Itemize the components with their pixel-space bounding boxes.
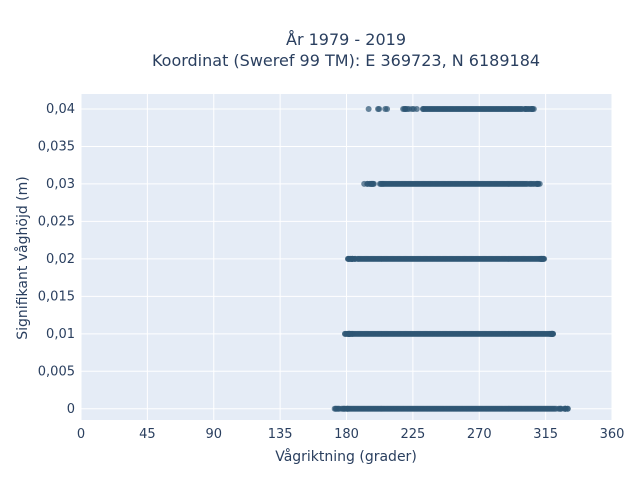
data-point [346, 330, 353, 337]
data-point [376, 105, 383, 112]
x-tick-label: 90 [205, 427, 222, 442]
x-tick-label: 270 [467, 427, 492, 442]
series-row-0 [365, 105, 537, 112]
y-tick-label: 0,04 [46, 102, 75, 117]
data-point [524, 105, 531, 112]
data-point [342, 330, 349, 337]
x-axis-title: Vågriktning (grader) [275, 448, 417, 465]
data-point [556, 405, 563, 412]
x-tick-label: 360 [600, 427, 625, 442]
y-tick-label: 0,035 [38, 139, 75, 154]
y-tick-label: 0,03 [46, 177, 75, 192]
y-tick-label: 0,01 [46, 327, 75, 342]
chart-title-line-1: År 1979 - 2019 [286, 30, 406, 49]
x-tick-label: 0 [77, 427, 85, 442]
data-point [370, 180, 377, 187]
data-point [564, 405, 571, 412]
data-point [344, 405, 351, 412]
data-point [530, 105, 537, 112]
data-point [354, 255, 361, 262]
data-point [419, 105, 426, 112]
series-row-3 [342, 330, 556, 337]
x-tick-label: 45 [139, 427, 156, 442]
data-point [344, 255, 351, 262]
data-point [408, 105, 415, 112]
x-tick-label: 135 [268, 427, 293, 442]
data-point [526, 180, 533, 187]
data-point [536, 180, 543, 187]
x-tick-label: 315 [533, 427, 558, 442]
y-axis-ticks: 0 0,005 0,01 0,015 0,02 0,025 0,03 0,035 0,04 [38, 102, 75, 417]
y-tick-label: 0 [67, 402, 75, 417]
data-point [384, 105, 391, 112]
x-tick-label: 180 [334, 427, 359, 442]
chart-title-line-2: Koordinat (Sweref 99 TM): E 369723, N 61… [152, 51, 540, 70]
data-point [336, 405, 343, 412]
data-point [550, 330, 556, 337]
y-axis-title: Signifikant våghöjd (m) [14, 176, 31, 339]
series-row-4 [331, 405, 571, 412]
data-point [379, 180, 386, 187]
x-tick-label: 225 [400, 427, 425, 442]
series-row-1 [361, 180, 543, 187]
data-point [331, 405, 338, 412]
data-point [541, 255, 548, 262]
series-row-2 [344, 255, 548, 262]
y-tick-label: 0,015 [38, 289, 75, 304]
data-point [365, 105, 372, 112]
y-tick-label: 0,005 [38, 364, 75, 379]
x-axis-ticks: 0 45 90 135 180 225 270 315 360 [77, 427, 625, 442]
y-tick-label: 0,02 [46, 252, 75, 267]
data-point [361, 180, 368, 187]
data-points [331, 105, 571, 412]
y-tick-label: 0,025 [38, 214, 75, 229]
